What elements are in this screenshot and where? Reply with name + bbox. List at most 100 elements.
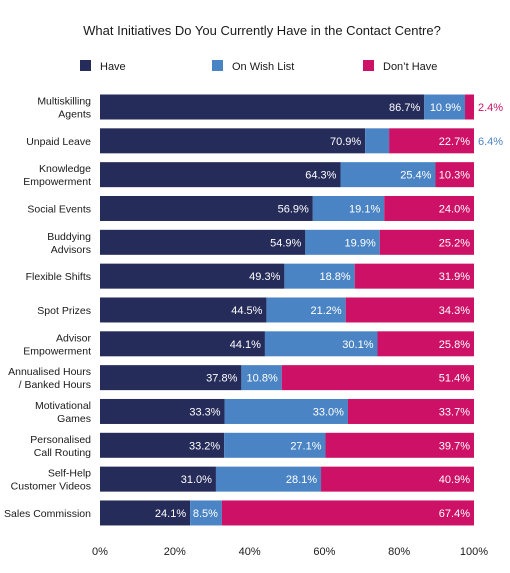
data-label-0-0: 86.7% bbox=[389, 102, 420, 114]
data-label-2-0: 64.3% bbox=[305, 170, 336, 182]
data-label-1-1: 6.4% bbox=[478, 136, 503, 148]
data-label-11-0: 31.0% bbox=[181, 474, 212, 486]
bar-1-0 bbox=[100, 128, 366, 154]
data-label-2-2: 10.3% bbox=[439, 170, 470, 182]
category-label-12-0: Sales Commission bbox=[4, 508, 91, 520]
category-label-4-1: Advisors bbox=[51, 244, 91, 256]
category-label-7-0: Advisor bbox=[56, 332, 92, 344]
data-label-5-2: 31.9% bbox=[439, 271, 470, 283]
category-label-10-0: Personalised bbox=[30, 434, 91, 446]
bar-8-0 bbox=[100, 365, 242, 391]
data-label-8-0: 37.8% bbox=[206, 373, 237, 385]
data-label-9-0: 33.3% bbox=[189, 406, 220, 418]
data-label-4-0: 54.9% bbox=[270, 237, 301, 249]
data-label-7-2: 25.8% bbox=[439, 339, 470, 351]
category-label-7-1: Empowerment bbox=[23, 345, 91, 357]
data-label-3-0: 56.9% bbox=[278, 203, 309, 215]
category-label-2-1: Empowerment bbox=[23, 176, 91, 188]
x-tick-3: 60% bbox=[313, 546, 335, 558]
data-label-3-1: 19.1% bbox=[349, 203, 380, 215]
x-tick-5: 100% bbox=[460, 546, 488, 558]
bar-4-1 bbox=[305, 229, 380, 255]
category-label-3-0: Social Events bbox=[27, 203, 91, 215]
bar-2-1 bbox=[340, 162, 436, 188]
data-label-7-0: 44.1% bbox=[230, 339, 261, 351]
bar-7-2 bbox=[377, 331, 474, 357]
bar-5-2 bbox=[354, 263, 474, 289]
data-label-9-1: 33.0% bbox=[313, 406, 344, 418]
bar-9-2 bbox=[347, 398, 474, 424]
data-label-5-0: 49.3% bbox=[249, 271, 280, 283]
bar-3-2 bbox=[384, 195, 474, 221]
bar-6-0 bbox=[100, 297, 267, 323]
bar-6-1 bbox=[266, 297, 346, 323]
data-label-10-0: 33.2% bbox=[189, 440, 220, 452]
bar-8-2 bbox=[281, 365, 474, 391]
data-label-8-1: 10.8% bbox=[247, 373, 278, 385]
bar-8-1 bbox=[241, 365, 282, 391]
x-tick-2: 40% bbox=[239, 546, 261, 558]
data-label-7-1: 30.1% bbox=[342, 339, 373, 351]
bar-6-2 bbox=[345, 297, 474, 323]
data-label-11-1: 28.1% bbox=[286, 474, 317, 486]
data-label-10-1: 27.1% bbox=[290, 440, 321, 452]
bar-3-1 bbox=[312, 195, 385, 221]
data-label-2-1: 25.4% bbox=[400, 170, 431, 182]
bar-0-1 bbox=[424, 94, 466, 120]
bar-5-0 bbox=[100, 263, 285, 289]
bar-11-1 bbox=[215, 466, 322, 492]
data-label-1-0: 70.9% bbox=[330, 136, 361, 148]
category-label-9-1: Games bbox=[57, 413, 91, 425]
data-label-0-1: 10.9% bbox=[430, 102, 461, 114]
bar-10-1 bbox=[224, 432, 326, 458]
data-label-4-1: 19.9% bbox=[345, 237, 376, 249]
legend-swatch-1 bbox=[212, 60, 223, 71]
legend-label-2: Don’t Have bbox=[383, 61, 437, 73]
legend-swatch-2 bbox=[363, 60, 374, 71]
bar-12-0 bbox=[100, 500, 191, 526]
data-label-4-2: 25.2% bbox=[439, 237, 470, 249]
bar-9-1 bbox=[224, 398, 348, 424]
bars: 86.7% 10.9% 2.4% 70.9% 6.4% 22.7% 64.3% 25.4% 10… bbox=[100, 94, 503, 526]
data-label-12-0: 24.1% bbox=[155, 508, 186, 520]
x-tick-0: 0% bbox=[92, 546, 108, 558]
bar-12-2 bbox=[221, 500, 474, 526]
data-label-6-2: 34.3% bbox=[439, 305, 470, 317]
bar-12-1 bbox=[190, 500, 222, 526]
category-label-4-0: Buddying bbox=[47, 231, 91, 243]
data-label-9-2: 33.7% bbox=[439, 406, 470, 418]
chart-title: What Initiatives Do You Currently Have i… bbox=[83, 23, 441, 38]
x-tick-1: 20% bbox=[164, 546, 186, 558]
x-tick-4: 80% bbox=[388, 546, 410, 558]
bar-2-2 bbox=[435, 162, 474, 188]
bar-10-2 bbox=[325, 432, 474, 458]
data-label-1-2: 22.7% bbox=[439, 136, 470, 148]
data-label-12-1: 8.5% bbox=[193, 508, 218, 520]
bar-4-2 bbox=[379, 229, 474, 255]
category-label-10-1: Call Routing bbox=[34, 447, 91, 459]
category-label-2-0: Knowledge bbox=[39, 163, 91, 175]
bar-7-0 bbox=[100, 331, 265, 357]
category-label-0-1: Agents bbox=[58, 109, 91, 121]
category-label-5-0: Flexible Shifts bbox=[26, 271, 91, 283]
data-label-5-1: 18.8% bbox=[319, 271, 350, 283]
bar-9-0 bbox=[100, 398, 225, 424]
bar-0-2 bbox=[465, 94, 474, 120]
x-axis: 0% 20% 40% 60% 80% 100% bbox=[92, 546, 488, 558]
legend-label-1: On Wish List bbox=[232, 61, 294, 73]
category-label-11-1: Customer Videos bbox=[11, 481, 91, 493]
data-label-12-2: 67.4% bbox=[439, 508, 470, 520]
bar-10-0 bbox=[100, 432, 225, 458]
legend: Have On Wish List Don’t Have bbox=[80, 60, 437, 73]
data-label-11-2: 40.9% bbox=[439, 474, 470, 486]
bar-1-2 bbox=[389, 128, 474, 154]
bar-0-0 bbox=[100, 94, 425, 120]
data-label-8-2: 51.4% bbox=[439, 373, 470, 385]
data-label-10-2: 39.7% bbox=[439, 440, 470, 452]
category-label-6-0: Spot Prizes bbox=[37, 305, 91, 317]
bar-1-1 bbox=[365, 128, 390, 154]
data-label-6-0: 44.5% bbox=[231, 305, 262, 317]
